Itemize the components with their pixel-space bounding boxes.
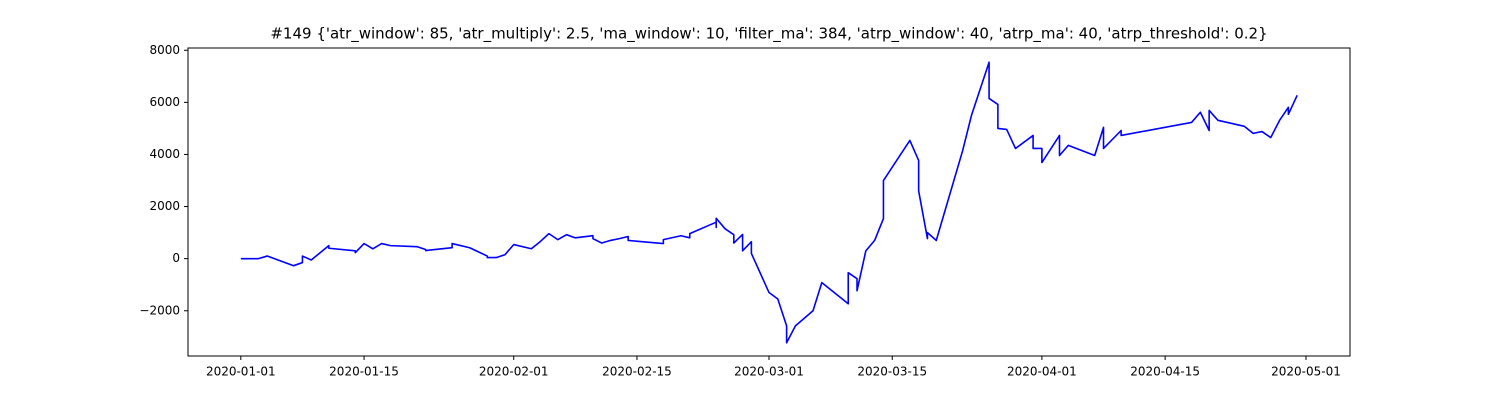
- chart-title: #149 {'atr_window': 85, 'atr_multiply': …: [270, 25, 1267, 44]
- plot-frame: [187, 47, 1351, 357]
- x-tick-label: 2020-03-15: [857, 365, 927, 379]
- y-tick-label: 6000: [149, 95, 180, 109]
- x-tick-label: 2020-01-01: [206, 365, 276, 379]
- x-tick-label: 2020-04-15: [1130, 365, 1200, 379]
- x-tick-label: 2020-02-01: [479, 365, 549, 379]
- x-tick-label: 2020-04-01: [1007, 365, 1077, 379]
- y-tick-label: 0: [172, 251, 180, 265]
- data-line: [240, 61, 1298, 344]
- x-tick-label: 2020-01-15: [329, 365, 399, 379]
- y-tick-label: −2000: [139, 303, 180, 317]
- y-tick-label: 4000: [149, 147, 180, 161]
- x-tick-label: 2020-05-01: [1271, 365, 1341, 379]
- x-tick-label: 2020-03-01: [734, 365, 804, 379]
- y-tick-label: 2000: [149, 199, 180, 213]
- x-tick-label: 2020-02-15: [602, 365, 672, 379]
- y-tick-label: 8000: [149, 43, 180, 57]
